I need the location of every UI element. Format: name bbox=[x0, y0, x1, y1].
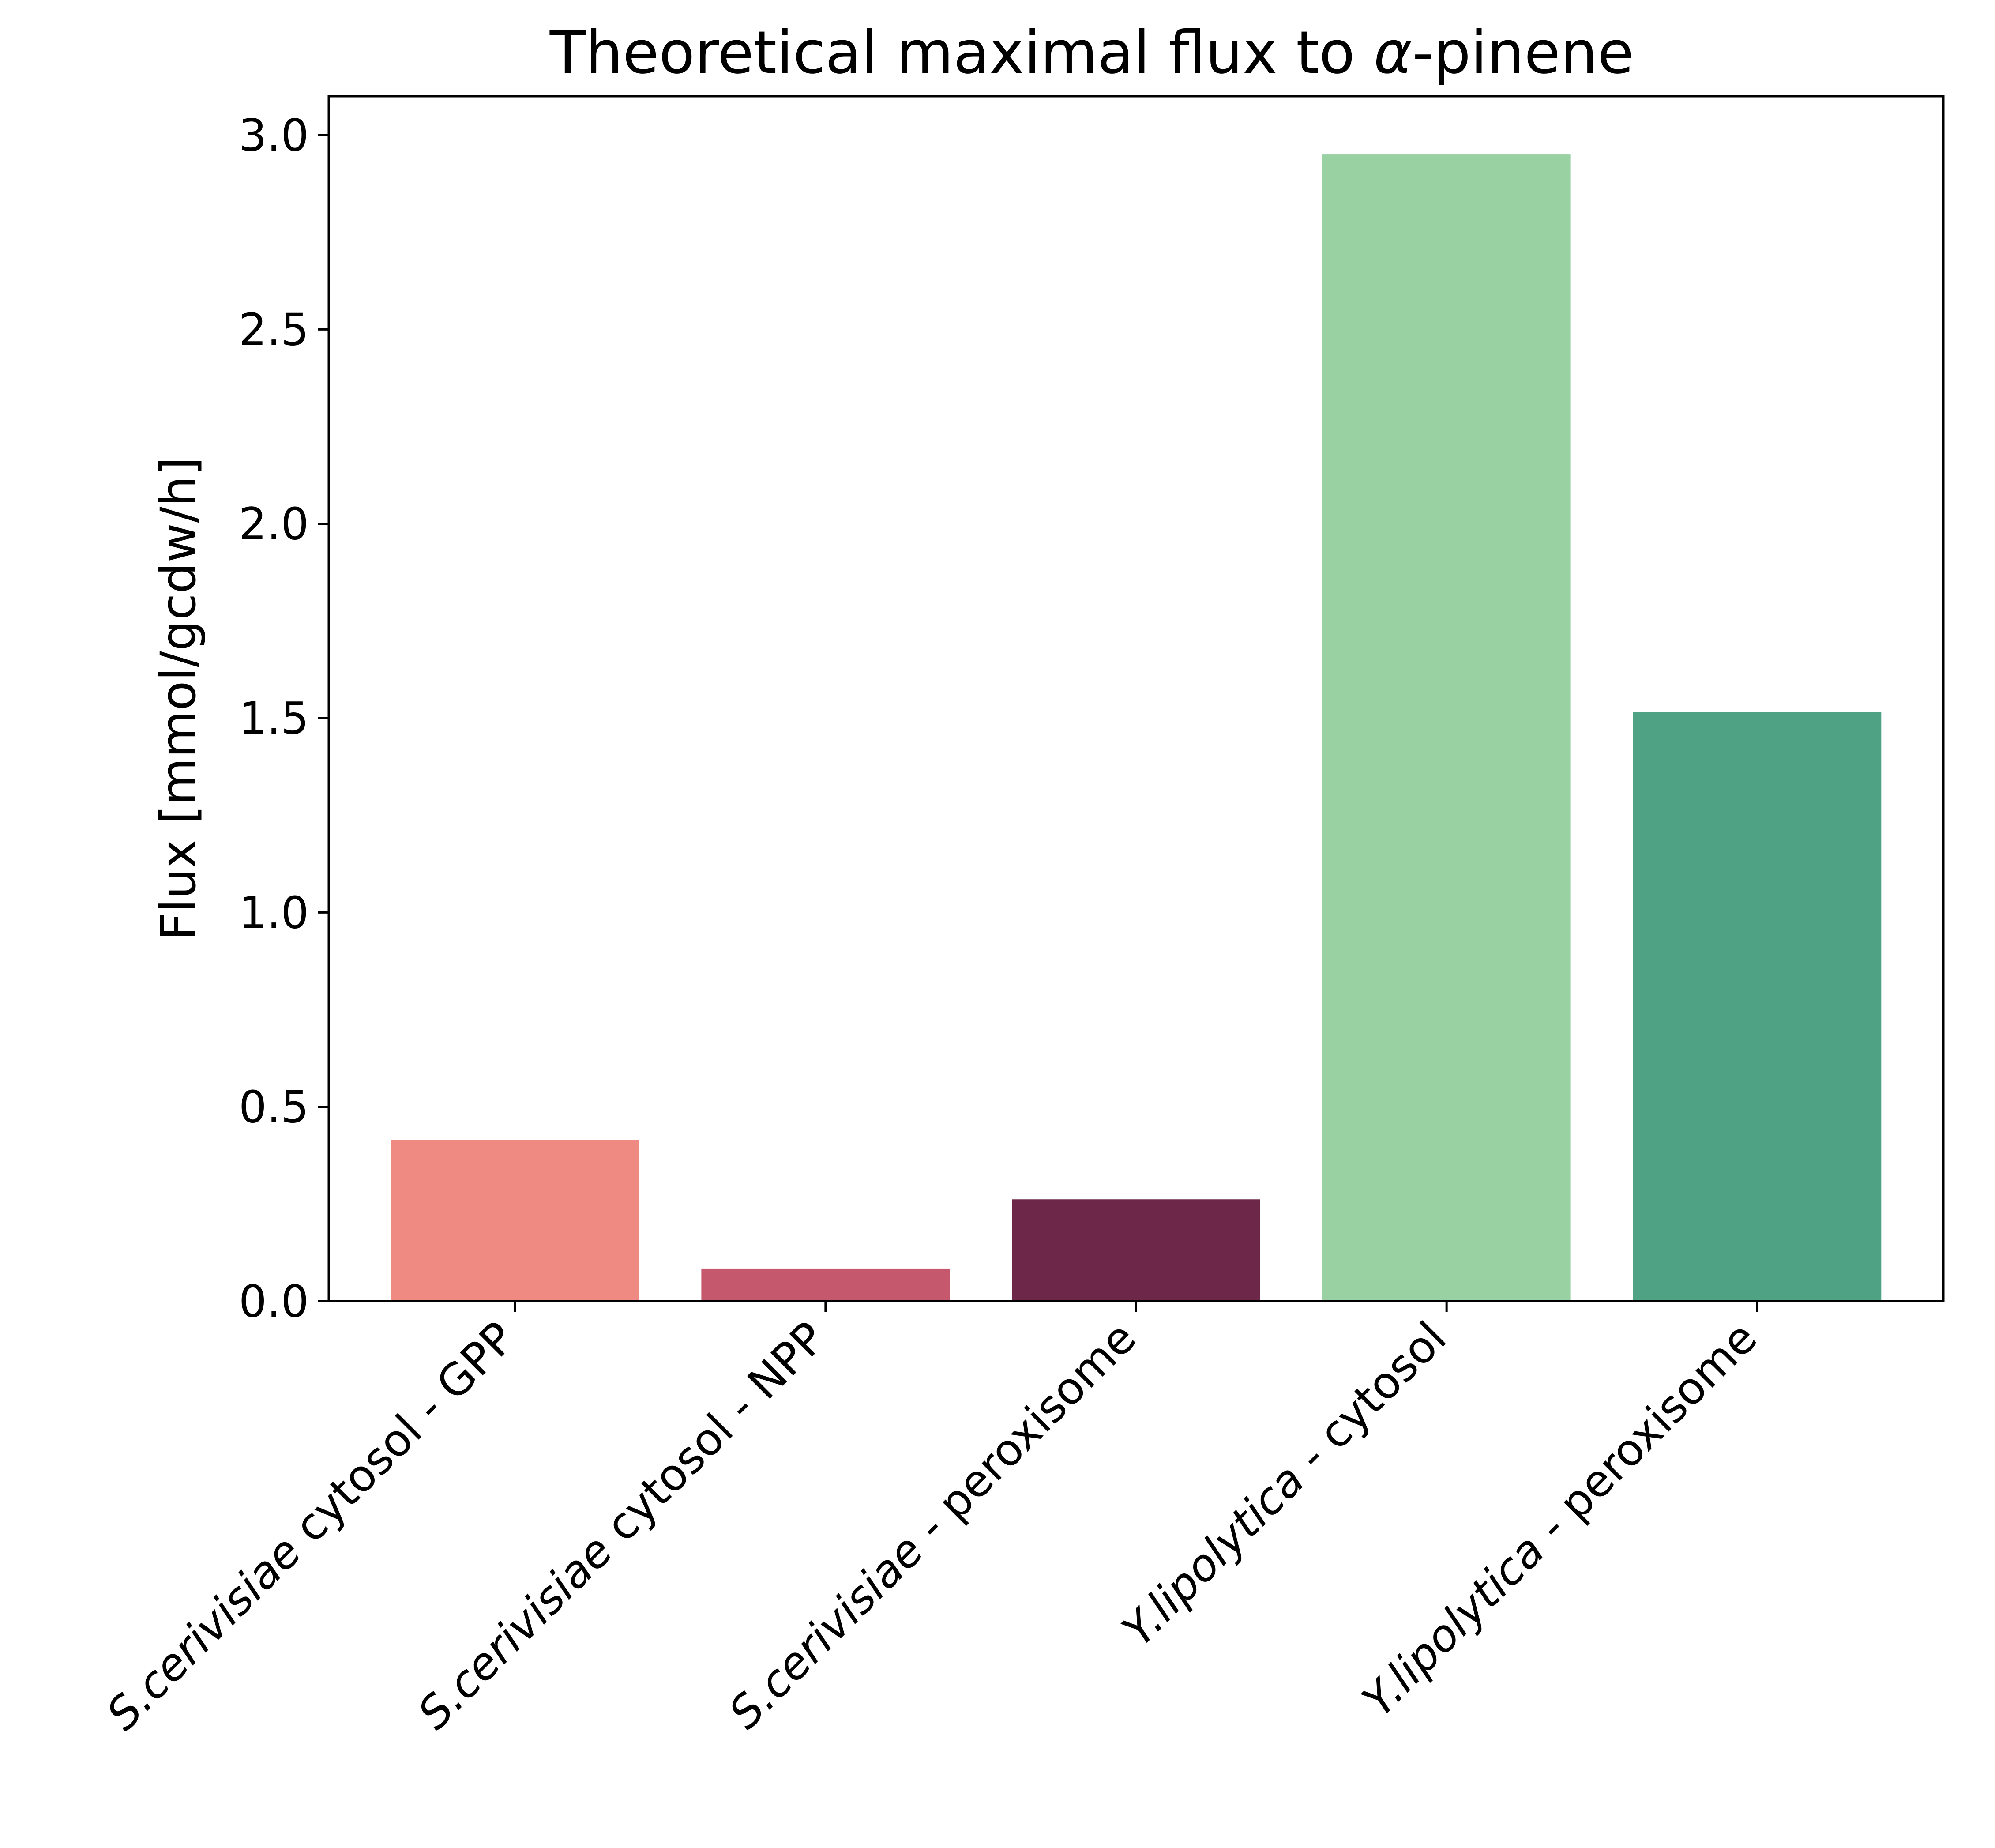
x-tick-label-compartment: - cytosol bbox=[1277, 1312, 1456, 1490]
x-tick-label-compartment: - peroxisome bbox=[897, 1312, 1146, 1561]
x-tick-label-compartment: - peroxisome bbox=[1518, 1312, 1767, 1561]
y-axis-label: Flux [mmol/gcdw/h] bbox=[150, 457, 207, 941]
bar bbox=[1633, 712, 1882, 1301]
x-tick-label-species: S.cerivisiae bbox=[408, 1525, 622, 1739]
y-tick-label: 0.0 bbox=[239, 1276, 309, 1327]
bar bbox=[391, 1140, 639, 1301]
y-tick-label: 0.5 bbox=[239, 1081, 309, 1133]
y-tick-label: 3.0 bbox=[239, 109, 309, 161]
bar bbox=[701, 1268, 950, 1301]
y-tick-label: 2.0 bbox=[239, 498, 309, 550]
y-tick-label: 2.5 bbox=[239, 304, 309, 355]
x-tick-label-species: Y.lipolytica bbox=[1353, 1524, 1555, 1727]
x-tick-label: Y.lipolytica - cytosol bbox=[1112, 1312, 1456, 1656]
x-tick-label-species: Y.lipolytica bbox=[1112, 1454, 1314, 1656]
chart-title: Theoretical maximal flux to α-pinene bbox=[549, 19, 1634, 87]
bars-group bbox=[391, 154, 1882, 1302]
bar bbox=[1012, 1199, 1260, 1301]
bar bbox=[1322, 154, 1571, 1302]
x-tick-label-compartment: cytosol - NPP bbox=[586, 1312, 835, 1561]
y-tick-label: 1.0 bbox=[239, 887, 309, 938]
chart-title-main: Theoretical maximal flux to bbox=[549, 19, 1374, 87]
y-tick-label: 1.5 bbox=[239, 693, 309, 744]
y-axis-ticks: 0.0 0.5 1.0 1.5 2.0 2.5 3.0 bbox=[239, 109, 329, 1327]
x-tick-label-compartment: cytosol - GPP bbox=[274, 1312, 525, 1562]
plot-frame bbox=[327, 95, 1945, 1302]
chart-title-tail: -pinene bbox=[1413, 19, 1634, 87]
chart-title-greek: α bbox=[1374, 19, 1413, 87]
x-tick-label-species: S.cerivisiae bbox=[719, 1524, 933, 1739]
x-tick-label-species: S.cerivisiae bbox=[97, 1526, 311, 1740]
